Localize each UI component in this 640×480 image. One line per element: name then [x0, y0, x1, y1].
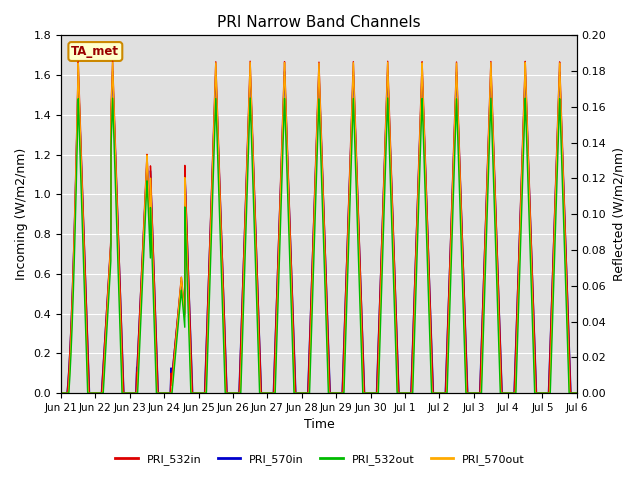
Y-axis label: Reflected (W/m2/nm): Reflected (W/m2/nm): [612, 147, 625, 281]
Y-axis label: Incoming (W/m2/nm): Incoming (W/m2/nm): [15, 148, 28, 280]
Legend: PRI_532in, PRI_570in, PRI_532out, PRI_570out: PRI_532in, PRI_570in, PRI_532out, PRI_57…: [111, 450, 529, 469]
Text: TA_met: TA_met: [71, 45, 119, 58]
X-axis label: Time: Time: [303, 419, 334, 432]
Title: PRI Narrow Band Channels: PRI Narrow Band Channels: [217, 15, 420, 30]
